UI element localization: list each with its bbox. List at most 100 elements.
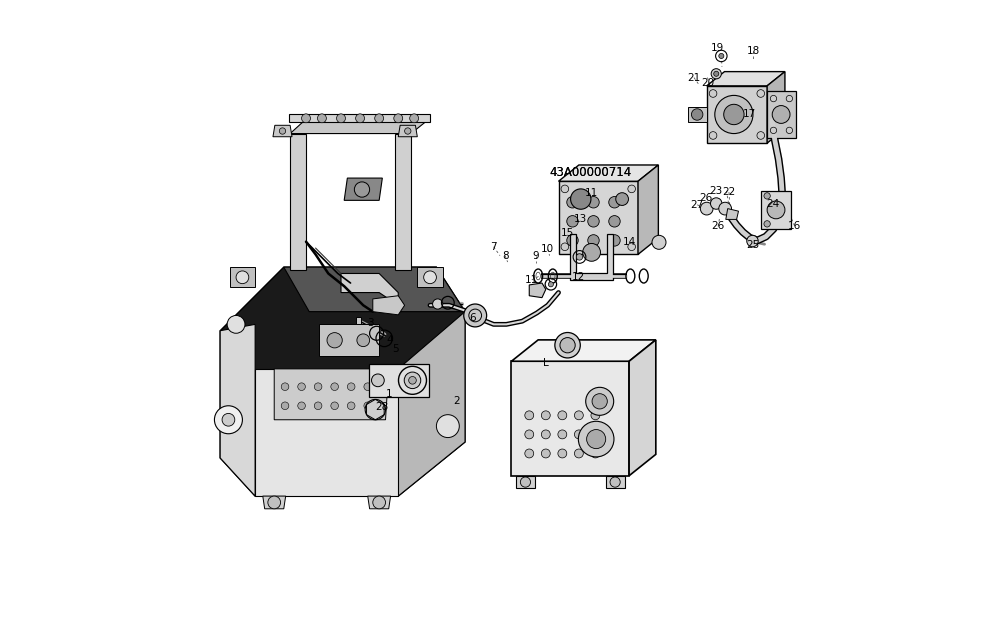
Circle shape <box>298 402 305 410</box>
Text: 11: 11 <box>525 275 538 285</box>
Circle shape <box>236 271 249 284</box>
Text: 19: 19 <box>711 43 724 53</box>
Circle shape <box>337 114 345 123</box>
Circle shape <box>364 402 372 410</box>
Circle shape <box>578 421 614 457</box>
Text: L: L <box>543 357 549 368</box>
Circle shape <box>747 235 758 247</box>
Circle shape <box>571 189 591 209</box>
Text: 27: 27 <box>691 200 704 210</box>
Polygon shape <box>274 369 389 420</box>
Polygon shape <box>559 181 638 254</box>
Polygon shape <box>319 324 379 356</box>
Circle shape <box>576 254 583 260</box>
Circle shape <box>317 114 326 123</box>
Polygon shape <box>559 165 658 181</box>
Text: 12: 12 <box>572 272 585 282</box>
Circle shape <box>354 182 370 197</box>
Text: 23: 23 <box>710 186 723 196</box>
Circle shape <box>281 402 289 410</box>
Text: 43A00000714: 43A00000714 <box>550 167 632 179</box>
Circle shape <box>588 197 599 208</box>
Circle shape <box>770 127 777 134</box>
Text: 20: 20 <box>701 78 714 88</box>
Circle shape <box>331 402 338 410</box>
Polygon shape <box>356 317 361 324</box>
Circle shape <box>372 374 384 387</box>
Circle shape <box>591 430 600 439</box>
Polygon shape <box>230 267 255 287</box>
Circle shape <box>525 430 534 439</box>
Text: 14: 14 <box>623 237 636 247</box>
Text: 11: 11 <box>584 188 598 198</box>
Circle shape <box>314 402 322 410</box>
Circle shape <box>591 411 600 420</box>
Circle shape <box>719 53 724 59</box>
Circle shape <box>331 383 338 391</box>
Polygon shape <box>707 86 767 143</box>
Polygon shape <box>290 134 306 270</box>
Polygon shape <box>638 165 658 254</box>
Polygon shape <box>516 476 535 488</box>
Text: 18: 18 <box>747 46 760 56</box>
Circle shape <box>279 128 286 134</box>
Circle shape <box>609 216 620 227</box>
Circle shape <box>268 496 281 509</box>
Circle shape <box>365 399 386 420</box>
Circle shape <box>583 244 600 261</box>
Polygon shape <box>289 114 430 122</box>
Circle shape <box>555 333 580 358</box>
Circle shape <box>574 411 583 420</box>
Circle shape <box>567 235 578 246</box>
Circle shape <box>302 114 310 123</box>
Polygon shape <box>726 209 739 219</box>
Circle shape <box>652 235 666 249</box>
Circle shape <box>757 90 765 97</box>
Text: 26: 26 <box>699 193 713 204</box>
Circle shape <box>709 132 717 139</box>
Circle shape <box>561 243 569 251</box>
Circle shape <box>347 383 355 391</box>
Polygon shape <box>398 125 417 137</box>
Circle shape <box>405 128 411 134</box>
Polygon shape <box>417 267 443 287</box>
Circle shape <box>772 106 790 123</box>
Text: 13: 13 <box>574 214 587 224</box>
Circle shape <box>588 235 599 246</box>
Polygon shape <box>761 191 791 229</box>
Polygon shape <box>688 107 707 122</box>
Circle shape <box>609 235 620 246</box>
Polygon shape <box>220 324 255 496</box>
Circle shape <box>214 406 242 434</box>
Text: 24: 24 <box>766 198 779 209</box>
Circle shape <box>588 216 599 227</box>
Circle shape <box>357 334 370 347</box>
Circle shape <box>525 449 534 458</box>
Text: 2: 2 <box>453 396 460 406</box>
Polygon shape <box>606 476 625 488</box>
Circle shape <box>711 198 722 209</box>
Text: 16: 16 <box>788 221 801 231</box>
Text: 4: 4 <box>386 335 393 345</box>
Circle shape <box>628 185 635 193</box>
Circle shape <box>560 338 575 353</box>
Circle shape <box>628 243 635 251</box>
Circle shape <box>541 430 550 439</box>
Polygon shape <box>369 364 429 397</box>
Polygon shape <box>255 369 398 496</box>
Text: 7: 7 <box>490 242 497 252</box>
Text: 3: 3 <box>367 318 374 328</box>
Polygon shape <box>767 72 785 143</box>
Circle shape <box>574 430 583 439</box>
Polygon shape <box>395 134 411 270</box>
Circle shape <box>786 95 793 102</box>
Circle shape <box>404 372 421 389</box>
Circle shape <box>567 197 578 208</box>
Circle shape <box>222 413 235 426</box>
Circle shape <box>227 315 245 333</box>
Circle shape <box>298 383 305 391</box>
Circle shape <box>719 202 732 215</box>
Text: 25: 25 <box>747 240 760 251</box>
Circle shape <box>610 477 620 487</box>
Circle shape <box>520 477 531 487</box>
